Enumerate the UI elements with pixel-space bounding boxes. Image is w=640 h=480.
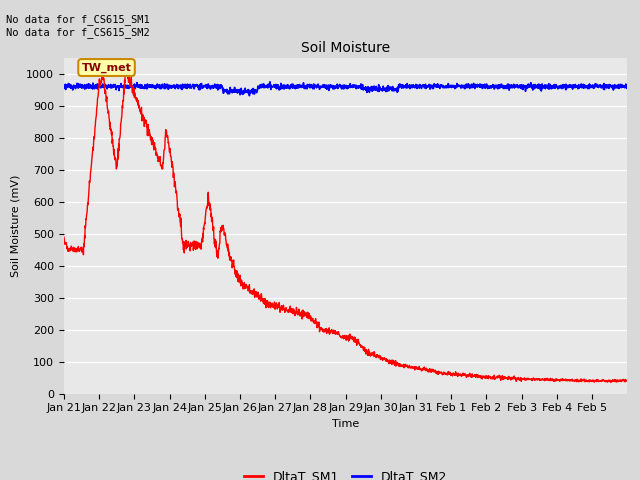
Y-axis label: Soil Moisture (mV): Soil Moisture (mV)	[11, 174, 20, 277]
Text: TW_met: TW_met	[82, 62, 131, 72]
Text: No data for f_CS615_SM1
No data for f_CS615_SM2: No data for f_CS615_SM1 No data for f_CS…	[6, 14, 150, 38]
Title: Soil Moisture: Soil Moisture	[301, 41, 390, 55]
Legend: DltaT_SM1, DltaT_SM2: DltaT_SM1, DltaT_SM2	[239, 465, 452, 480]
X-axis label: Time: Time	[332, 419, 359, 429]
